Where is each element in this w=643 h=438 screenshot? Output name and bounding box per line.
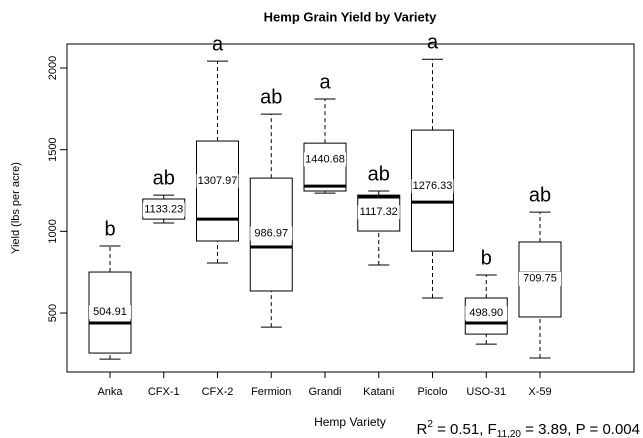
- chart-title: Hemp Grain Yield by Variety: [264, 9, 437, 24]
- mean-label: 504.91: [93, 306, 127, 318]
- mean-label: 709.75: [523, 273, 557, 285]
- mean-label-bg: [411, 179, 454, 194]
- mean-label: 1440.68: [305, 153, 345, 165]
- plot-frame: [66, 43, 635, 373]
- mean-label: 498.90: [469, 307, 503, 319]
- x-tick-label: Katani: [363, 386, 394, 398]
- x-axis-label: Hemp Variety: [314, 415, 386, 429]
- x-tick-label: CFX-1: [148, 386, 180, 398]
- mean-label: 1307.97: [198, 175, 238, 187]
- annotation-part: R: [417, 421, 428, 438]
- annotation-part: = 3.89, P = 0.004: [521, 421, 640, 438]
- box: [303, 142, 347, 192]
- x-tick-label: Fermion: [251, 386, 291, 398]
- letter: a: [319, 71, 331, 93]
- letter: a: [427, 31, 439, 53]
- mean-label: 986.97: [254, 227, 288, 239]
- y-tick-label: 500: [47, 304, 59, 322]
- x-tick-label: Grandi: [308, 386, 341, 398]
- mean-label-bg: [196, 174, 239, 189]
- mean-label-bg: [519, 271, 561, 286]
- x-tick-label: Picolo: [418, 386, 448, 398]
- annotation-sup: 2: [427, 419, 433, 430]
- x-tick-label: USO-31: [466, 386, 506, 398]
- letter: b: [104, 218, 115, 240]
- letter: ab: [368, 163, 390, 185]
- y-axis-label: Yield (lbs per acre): [10, 162, 22, 254]
- box: [196, 140, 239, 242]
- mean-label-bg: [142, 202, 185, 217]
- mean-label-bg: [465, 306, 508, 321]
- x-tick-label: CFX-2: [202, 386, 234, 398]
- mean-label: 1133.23: [144, 204, 183, 216]
- mean-label-bg: [304, 152, 346, 167]
- mean-label-bg: [357, 205, 400, 220]
- letter: ab: [260, 86, 282, 108]
- x-tick-label: X-59: [528, 386, 551, 398]
- letter: b: [481, 247, 492, 269]
- mean-label: 1117.32: [360, 206, 398, 218]
- annotation-part: = 0.51, F: [433, 421, 497, 438]
- letter: a: [212, 33, 224, 55]
- mean-label-bg: [250, 226, 293, 241]
- letter: ab: [153, 167, 175, 189]
- y-tick-label: 1000: [47, 219, 59, 243]
- x-tick-label: Anka: [97, 386, 123, 398]
- annotation-sub: 11,20: [497, 429, 522, 438]
- y-tick-label: 2000: [47, 56, 59, 80]
- mean-label: 1276.33: [413, 180, 453, 192]
- annotation: R2 = 0.51, F11,20 = 3.89, P = 0.004: [417, 419, 641, 438]
- y-tick-label: 1500: [47, 137, 59, 161]
- mean-label-bg: [89, 305, 131, 320]
- letter: ab: [529, 184, 551, 206]
